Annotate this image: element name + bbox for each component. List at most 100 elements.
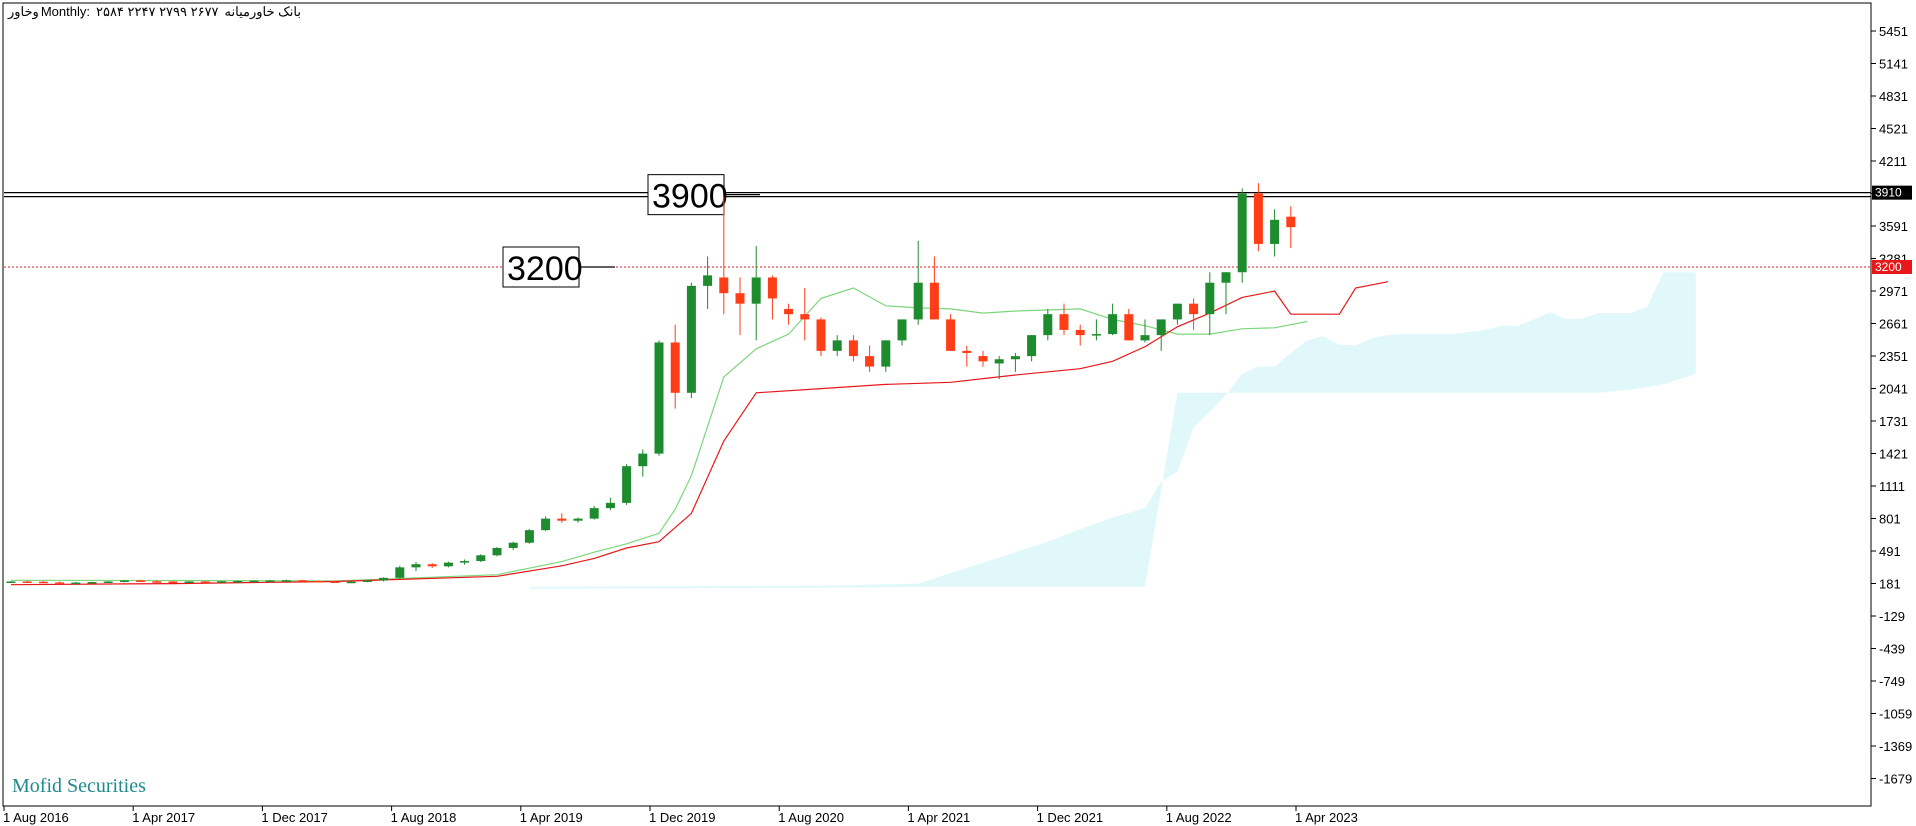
candle-body: [735, 293, 745, 304]
candle: [1156, 319, 1166, 351]
y-tick-label: 801: [1879, 512, 1901, 527]
y-tick-label: 4831: [1879, 89, 1908, 104]
candle: [751, 246, 761, 341]
y-tick-label: 1111: [1879, 479, 1905, 494]
price-marker: [1872, 259, 1912, 274]
candle-body: [346, 581, 356, 584]
candle-body: [1286, 216, 1296, 228]
candle-body: [638, 453, 648, 467]
candle-body: [152, 581, 162, 583]
level-label-box: [502, 246, 580, 288]
y-tick-label: 3591: [1879, 219, 1908, 234]
candle-body: [962, 350, 972, 353]
candle: [589, 506, 599, 520]
candle-body: [573, 518, 583, 521]
price-markers: 3910 3200: [1872, 185, 1912, 274]
candle-body: [881, 340, 891, 367]
candle-body: [832, 340, 842, 351]
candle-body: [427, 564, 437, 567]
candle: [913, 240, 923, 325]
candle: [460, 559, 470, 565]
candle-body: [314, 580, 324, 583]
candle-body: [1253, 193, 1263, 244]
candle: [1237, 188, 1247, 283]
candle: [119, 580, 129, 583]
candle-body: [541, 518, 551, 531]
candle-body: [703, 275, 713, 286]
candle-body: [557, 518, 567, 521]
x-tick-label: 1 Aug 2016: [3, 810, 69, 825]
price-marker-label: 3200: [1875, 260, 1902, 274]
x-tick-label: 1 Apr 2021: [907, 810, 970, 825]
candle: [298, 579, 308, 582]
candle-body: [71, 582, 81, 585]
watermark-label: Mofid Securities: [12, 775, 146, 797]
candle: [508, 541, 518, 551]
candle-body: [184, 581, 194, 584]
candle-body: [1156, 319, 1166, 336]
candle-body: [622, 466, 632, 503]
level-label-text: 3200: [507, 250, 583, 288]
symbol-name: وخاور: [7, 4, 39, 20]
candle: [1270, 209, 1280, 257]
candle-body: [298, 580, 308, 582]
candle-body: [55, 582, 65, 584]
candle-body: [395, 567, 405, 578]
candle-body: [1010, 356, 1020, 360]
candle-body: [978, 356, 988, 362]
x-tick-label: 1 Dec 2021: [1037, 810, 1104, 825]
x-tick-label: 1 Aug 2018: [391, 810, 457, 825]
candle: [719, 196, 729, 315]
candle: [55, 581, 65, 584]
x-tick-label: 1 Dec 2019: [649, 810, 716, 825]
y-tick-label: 181: [1879, 577, 1901, 592]
candles: [6, 183, 1296, 585]
y-tick-label: 4211: [1879, 154, 1907, 169]
candle-body: [265, 580, 275, 582]
candle: [735, 277, 745, 336]
candle: [71, 582, 81, 585]
candle-body: [1237, 193, 1247, 273]
candle-body: [654, 342, 664, 454]
candle-body: [379, 577, 389, 581]
y-tick-label: 2041: [1879, 382, 1908, 397]
candle: [638, 449, 648, 477]
time-axis[interactable]: 1 Aug 2016 1 Apr 2017 1 Dec 2017 1 Aug 2018…: [3, 806, 1358, 825]
candle-body: [38, 581, 48, 584]
candle-body: [751, 277, 761, 304]
candle: [1189, 298, 1199, 330]
candle-body: [1075, 329, 1085, 336]
y-tick-label: 5451: [1879, 24, 1908, 39]
candle-body: [524, 530, 534, 543]
candle: [1124, 308, 1134, 341]
y-tick-label: 2661: [1879, 317, 1908, 332]
candle-body: [589, 508, 599, 519]
y-tick-label: 2351: [1879, 349, 1908, 364]
candle-body: [1124, 314, 1134, 341]
candle: [816, 317, 826, 357]
price-axis[interactable]: 5451514148314521421139013591328129712661…: [1871, 24, 1912, 787]
candle: [22, 580, 32, 584]
candle: [476, 554, 486, 563]
candle-body: [929, 282, 939, 320]
candle-body: [492, 547, 502, 556]
candle: [686, 282, 696, 399]
y-tick-label: -1369: [1879, 739, 1912, 754]
price-marker: [1872, 185, 1912, 200]
candle: [395, 565, 405, 579]
candle-body: [168, 581, 178, 584]
candle-body: [1091, 334, 1101, 336]
y-tick-label: 1731: [1879, 414, 1908, 429]
candle: [265, 579, 275, 582]
candle-body: [784, 308, 794, 315]
candle: [152, 580, 162, 583]
candle-body: [946, 319, 956, 351]
candle: [168, 580, 178, 584]
candle: [541, 516, 551, 532]
chart-header: وخاور Monthly: ۲۵۸۴ ۲۲۴۷ ۲۷۹۹ ۲۶۷۷ بانک خاو…: [7, 4, 301, 20]
candle: [411, 562, 421, 572]
candle: [87, 581, 97, 584]
chart-frame: [2, 2, 1872, 807]
candle: [848, 335, 858, 362]
